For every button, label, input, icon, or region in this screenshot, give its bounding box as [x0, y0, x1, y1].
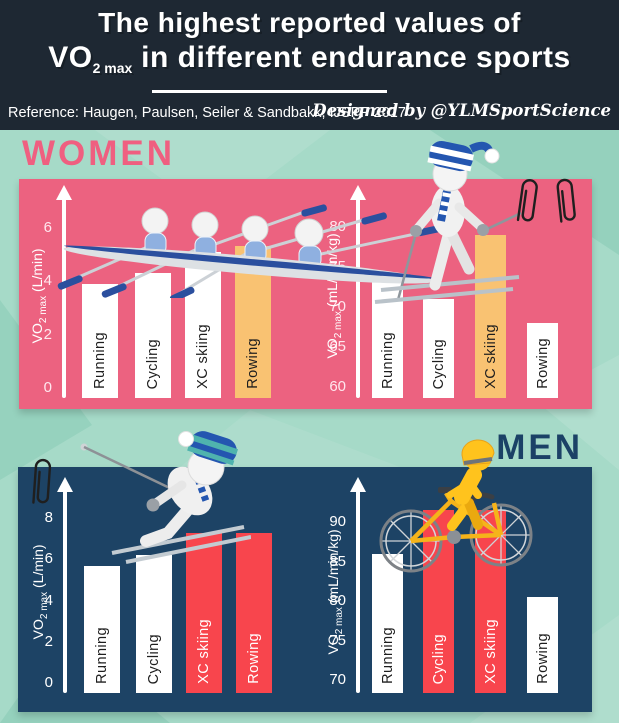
vo2-prefix: VO [48, 41, 93, 74]
bar-label: Rowing [245, 338, 261, 389]
bar-label: Running [379, 627, 396, 684]
bar-xc-skiing: XC skiing [186, 532, 222, 693]
bar-label: XC skiing [195, 324, 211, 389]
bar-label: Cycling [430, 633, 447, 684]
y-tick-label: 2 [43, 325, 52, 343]
vo2-subscript: 2 max [92, 60, 133, 76]
y-axis-arrow [57, 477, 73, 492]
bar-label: Cycling [146, 633, 162, 684]
bar-xc-skiing: XC skiing [185, 251, 221, 398]
y-tick-label: 6 [43, 218, 52, 236]
bar-label: XC skiing [196, 619, 212, 684]
bar-running: Running [82, 283, 118, 398]
bar-rowing: Rowing [235, 246, 271, 398]
y-axis [62, 198, 66, 398]
bar-label: Rowing [534, 633, 551, 684]
bar-label: XC skiing [482, 324, 499, 389]
bar-xc-skiing: XC skiing [475, 235, 506, 398]
bar-cycling: Cycling [423, 510, 454, 693]
paperclip-icon [516, 178, 576, 223]
y-axis [63, 490, 67, 693]
y-tick-label: 90 [329, 513, 346, 530]
y-axis [356, 490, 360, 693]
y-axis-label: VO2 max (mL/min/kg) [324, 233, 344, 359]
header: The highest reported values of VO2 max i… [0, 0, 619, 130]
bar-label: Cycling [145, 338, 161, 389]
bar-xc-skiing: XC skiing [475, 510, 506, 693]
y-axis-label: VO2 max (mL/min/kg) [325, 529, 345, 655]
y-tick-label: 2 [44, 632, 53, 650]
men-panel: 0 2 4 6 8 Running Cycling XC skiing Rowing VO2 ma… [18, 431, 592, 712]
y-tick-label: 6 [44, 550, 53, 568]
bar-label: Running [94, 627, 110, 684]
y-tick-label: 75 [329, 631, 346, 649]
women-section-title: WOMEN [22, 134, 176, 173]
y-tick-label: 8 [44, 509, 53, 527]
y-tick-label: 0 [44, 674, 53, 691]
y-tick-label: 70 [329, 671, 346, 688]
bar-cycling: Cycling [136, 555, 172, 693]
y-tick-label: 80 [329, 592, 346, 609]
y-axis-label: VO2 max (L/min) [29, 248, 49, 344]
designer-credit: Designed by @YLMSportScience [312, 101, 611, 120]
y-tick-label: 70 [329, 298, 346, 315]
bar-rowing: Rowing [527, 597, 558, 693]
bar-label: Running [379, 332, 396, 389]
y-axis-arrow [350, 477, 366, 492]
paperclip-icon [32, 458, 52, 504]
page-title-line1: The highest reported values of [98, 7, 521, 38]
bar-label: Cycling [430, 338, 447, 389]
y-tick-label: 0 [43, 379, 52, 396]
bar-rowing: Rowing [236, 532, 272, 693]
bar-label: Rowing [246, 633, 262, 684]
y-tick-label: 65 [329, 338, 346, 355]
y-tick-label: 85 [329, 552, 346, 570]
bar-cycling: Cycling [135, 273, 171, 398]
bar-running: Running [84, 565, 120, 693]
bar-cycling: Cycling [423, 299, 454, 398]
bar-label: Rowing [534, 338, 551, 389]
title-underline [152, 90, 387, 93]
bar-running: Running [372, 279, 403, 398]
bar-label: Running [92, 332, 108, 389]
bar-label: XC skiing [482, 619, 499, 684]
bar-running: Running [372, 553, 403, 693]
title-rest: in different endurance sports [132, 41, 571, 74]
y-tick-label: 60 [329, 378, 346, 395]
reference-text: Reference: Haugen, Paulsen, Seiler & San… [8, 105, 406, 121]
y-axis-arrow [56, 185, 72, 200]
men-section-title: MEN [496, 428, 583, 467]
page-title-line2: VO2 max in different endurance sports [0, 41, 619, 76]
y-tick-label: 4 [44, 591, 53, 609]
bar-rowing: Rowing [527, 323, 558, 398]
y-tick-label: 4 [43, 272, 52, 290]
y-axis-label: VO2 max (L/min) [30, 544, 50, 640]
women-panel: 0 2 4 6 Running Cycling XC skiing Rowing VO2 max… [19, 140, 592, 409]
y-axis-arrow [350, 185, 366, 200]
y-axis [356, 198, 360, 398]
